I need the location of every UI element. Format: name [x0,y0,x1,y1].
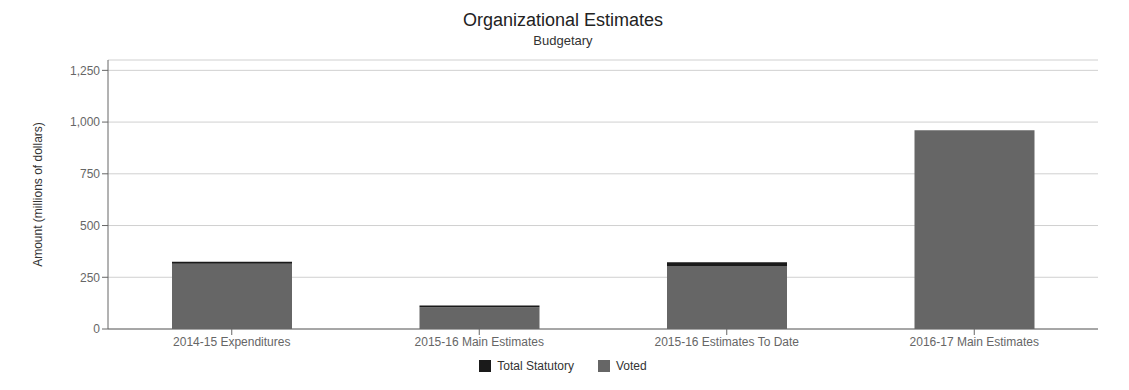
svg-text:1,000: 1,000 [70,115,100,129]
svg-text:2016-17 Main Estimates: 2016-17 Main Estimates [910,335,1039,349]
html-text:Organizational Estimates: Organizational Estimates [463,10,663,30]
html-text:Total Statutory: Total Statutory [497,359,574,373]
html-text:Voted: Voted [616,359,647,373]
svg-text:0: 0 [93,322,100,336]
svg-text:2014-15 Expenditures: 2014-15 Expenditures [173,335,290,349]
svg-text:1,250: 1,250 [70,64,100,78]
svg-text:2015-16 Estimates To Date: 2015-16 Estimates To Date [654,335,799,349]
svg-text:Amount (millions of dollars): Amount (millions of dollars) [31,122,45,267]
svg-text:500: 500 [80,219,100,233]
html-text:Budgetary: Budgetary [533,33,593,48]
svg-text:2015-16 Main Estimates: 2015-16 Main Estimates [415,335,544,349]
svg-text:250: 250 [80,271,100,285]
svg-text:750: 750 [80,167,100,181]
